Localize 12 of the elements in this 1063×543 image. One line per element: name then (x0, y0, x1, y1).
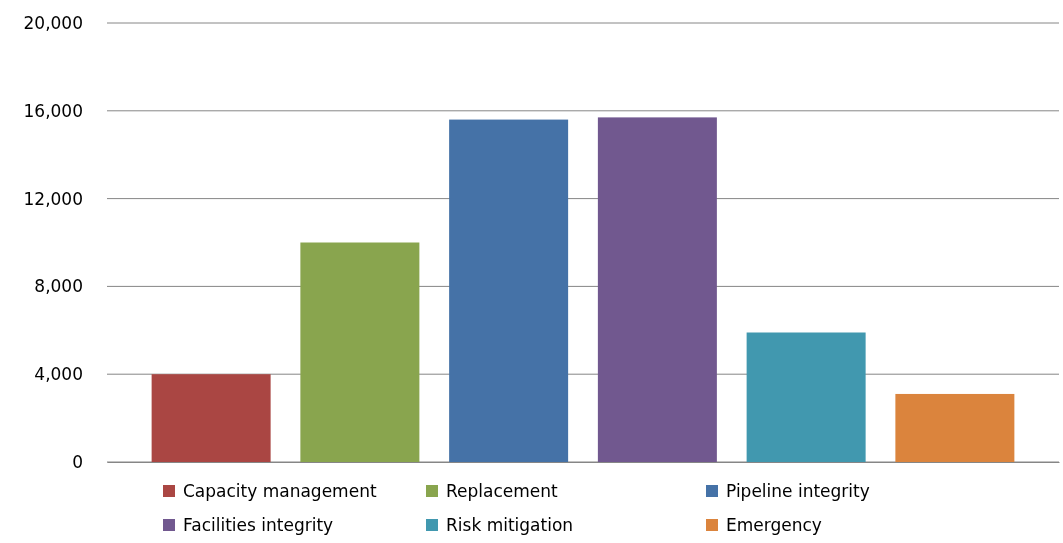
y-tick-label: 12,000 (23, 188, 83, 209)
legend-label: Risk mitigation (446, 514, 574, 535)
legend-label: Pipeline integrity (726, 480, 870, 501)
legend-label: Replacement (446, 480, 559, 501)
y-tick-label: 20,000 (23, 12, 83, 33)
legend-label: Capacity management (183, 480, 377, 501)
y-tick-label: 16,000 (23, 100, 83, 121)
y-tick-label: 0 (72, 451, 83, 472)
y-tick-label: 8,000 (34, 276, 83, 297)
y-tick-label: 4,000 (34, 364, 83, 385)
legend-label: Emergency (726, 514, 822, 535)
legend-label: Facilities integrity (183, 514, 334, 535)
